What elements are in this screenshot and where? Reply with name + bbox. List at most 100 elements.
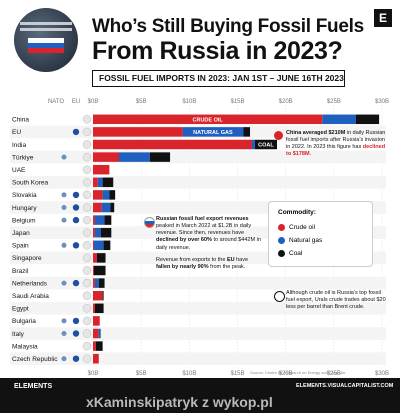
country-label: Hungary	[12, 205, 37, 212]
country-flag-icon	[82, 316, 92, 326]
note-urals-text: Although crude oil is Russia’s top fossi…	[286, 290, 386, 311]
country-flag-icon	[82, 190, 92, 200]
note-rev2-d: fallen by nearly 90%	[156, 264, 209, 271]
bar-segment	[93, 139, 252, 150]
bar-segment	[254, 139, 277, 150]
x-tick-label-bottom: $0B	[88, 371, 99, 377]
country-flag-icon	[82, 165, 92, 174]
x-tick-label-bottom: $15B	[230, 371, 244, 377]
country-flag-icon	[82, 228, 92, 237]
bar-segment	[243, 127, 251, 137]
row-band	[10, 352, 386, 365]
legend-item-coal: Coal	[278, 250, 302, 257]
oil-drop-icon	[274, 291, 285, 302]
legend-dot	[278, 250, 285, 257]
eu-icon	[72, 317, 80, 325]
bar-segment	[93, 127, 183, 137]
country-flag-icon	[82, 152, 92, 162]
country-flag-icon	[82, 278, 92, 288]
nato-icon	[61, 331, 67, 336]
elements-logo-icon: E	[374, 9, 392, 27]
bar-segment	[95, 341, 103, 351]
bar-segment	[94, 303, 104, 314]
bar-segment	[93, 240, 104, 251]
row-band	[10, 302, 386, 315]
country-flag-icon	[82, 215, 92, 225]
bar-segment	[93, 290, 103, 301]
row-band	[10, 176, 386, 189]
bar-segment	[251, 139, 255, 150]
bar-segment	[149, 152, 171, 162]
note-revenue-1: Russian fossil fuel export revenues peak…	[156, 216, 261, 252]
country-label: Czech Republic	[12, 356, 58, 363]
eu-icon	[72, 128, 80, 136]
footer: ELEMENTS ELEMENTS.VISUALCAPITALIST.COM x…	[0, 378, 400, 413]
x-tick-label-top: $30B	[375, 99, 389, 105]
eu-header: EU	[72, 99, 80, 105]
country-label: Türkiye	[12, 154, 34, 161]
note-china: China averaged $210M in daily Russian fo…	[286, 130, 386, 159]
legend-label: Natural gas	[289, 237, 323, 245]
eu-icon	[72, 330, 80, 337]
country-label: Spain	[12, 243, 29, 250]
bar-segment	[102, 177, 114, 188]
country-flag-icon	[82, 253, 92, 263]
bar-segment	[355, 114, 380, 125]
russian-flag-blue	[28, 43, 64, 48]
country-label: Egypt	[12, 306, 29, 313]
bar-segment	[93, 164, 110, 175]
bar-segment	[93, 215, 95, 225]
legend-label: Crude oil	[289, 224, 316, 232]
x-tick-label-top: $15B	[230, 99, 244, 105]
x-tick-label-bottom: $30B	[375, 371, 389, 377]
nato-icon	[61, 154, 67, 160]
legend-dot	[278, 224, 285, 231]
bar-segment	[100, 227, 112, 238]
page-title: From Russia in 2023?	[92, 37, 343, 65]
country-flag-icon	[82, 329, 92, 338]
eu-icon	[72, 204, 80, 211]
country-flag-icon	[82, 203, 92, 212]
country-label: Japan	[12, 230, 30, 237]
bar-segment	[93, 316, 100, 326]
eu-icon	[72, 355, 80, 362]
pipe-stripe	[20, 28, 72, 31]
bar-segment	[93, 253, 97, 263]
bar-segment	[98, 328, 101, 339]
bar-segment	[93, 114, 323, 125]
bar-segment	[94, 278, 99, 288]
note-rev2-e: from the peak.	[208, 264, 246, 271]
bar-segment	[322, 114, 356, 125]
note-rev1-a: Russian fossil fuel export revenues	[156, 216, 249, 222]
note-china-b: in daily Russian fossil fuel imports aft…	[286, 130, 386, 151]
pipe-stripe	[20, 22, 72, 25]
note-china-a: China averaged $210M	[286, 130, 346, 136]
country-label: Malaysia	[12, 343, 38, 350]
bar-segment	[94, 215, 105, 225]
country-flag-icon	[82, 354, 92, 363]
country-label: UAE	[12, 167, 26, 174]
nato-icon	[61, 318, 67, 324]
legend-dot	[278, 237, 285, 244]
country-flag-icon	[82, 140, 92, 149]
bar-label: CRUDE OIL	[193, 117, 224, 123]
bar-segment	[93, 303, 95, 314]
china-flag-icon	[274, 131, 283, 140]
bar-segment	[97, 177, 103, 188]
country-flag-icon	[82, 127, 92, 137]
legend-item-gas: Natural gas	[278, 237, 322, 244]
legend: Commodity: Crude oil Natural gas Coal	[268, 201, 373, 267]
note-rev2-a: Revenue from exports to the	[156, 257, 227, 263]
bar-segment	[93, 278, 95, 288]
bar-segment	[93, 190, 103, 200]
nato-icon	[61, 205, 67, 210]
note-rev1-c: declined by over 60%	[156, 237, 212, 244]
x-tick-label-top: $5B	[136, 99, 147, 105]
country-flag-icon	[82, 341, 92, 351]
bar-segment	[109, 190, 116, 200]
nato-icon	[61, 356, 67, 362]
note-china-d: .	[309, 151, 312, 158]
pipeline-photo	[14, 8, 78, 72]
legend-label: Coal	[289, 250, 303, 258]
bar-segment	[96, 253, 106, 263]
